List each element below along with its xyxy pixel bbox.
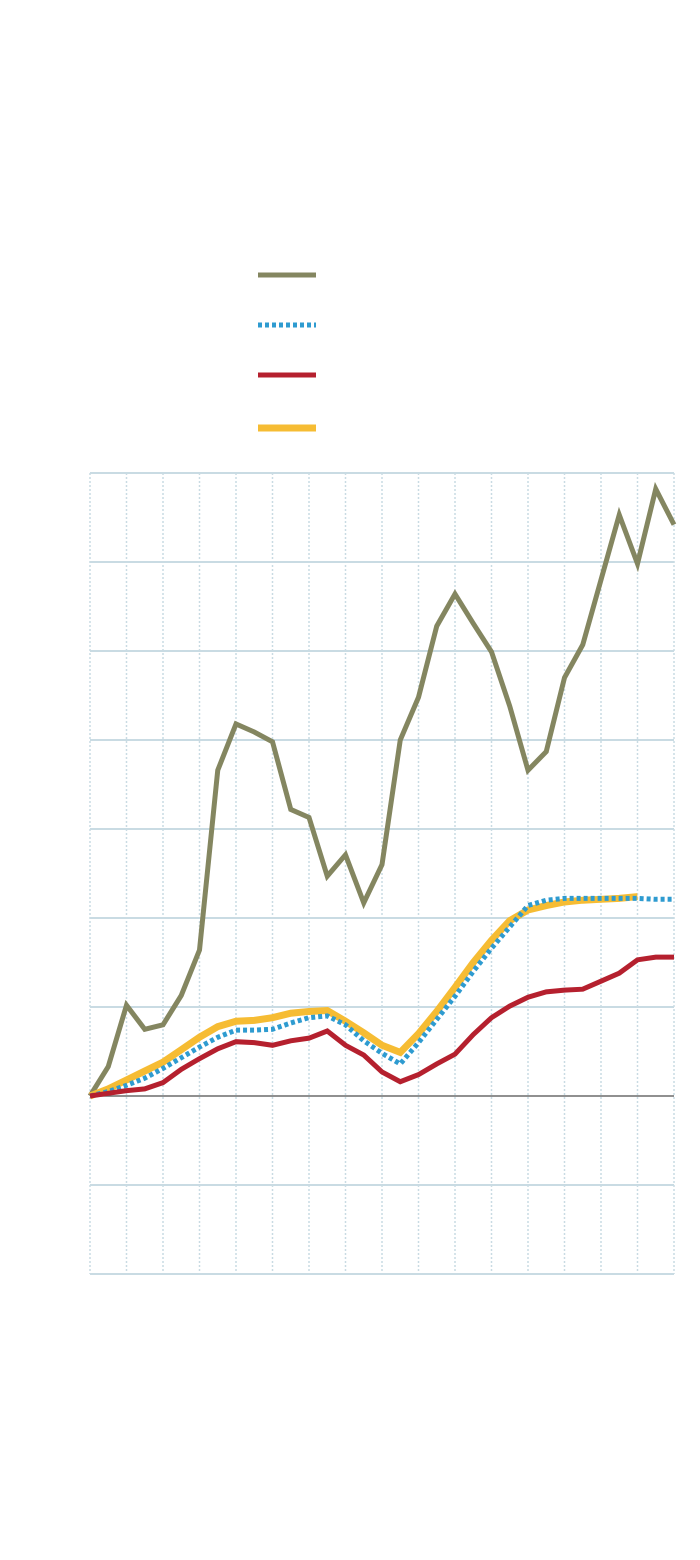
- series-line: [87, 481, 677, 1098]
- series-line: [89, 895, 674, 1099]
- series-line: [88, 893, 638, 1100]
- series-line: [89, 954, 674, 1099]
